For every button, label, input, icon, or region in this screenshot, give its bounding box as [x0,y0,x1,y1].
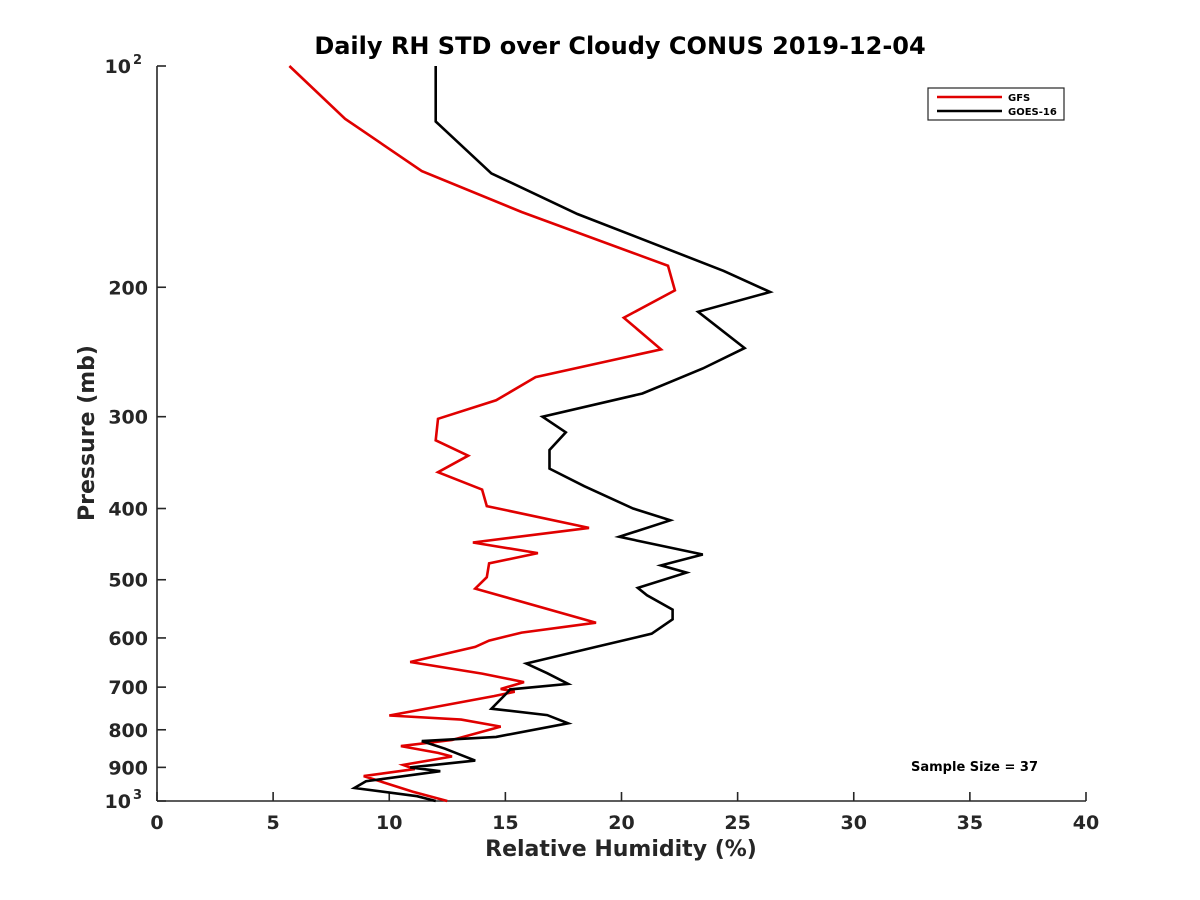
x-tick-label: 15 [492,812,518,834]
sample-size-annotation: Sample Size = 37 [911,760,1038,775]
x-axis-ticks: 0 5 10 15 20 25 30 35 40 [150,792,1099,834]
y-tick-label: 600 [108,628,148,650]
series-line-gfs [288,65,677,803]
y-tick-label: 200 [108,277,148,299]
series-line-goes16 [350,66,774,803]
x-tick-label: 35 [957,812,983,834]
y-tick-label-exponent: 3 [133,788,142,803]
x-tick-label: 20 [608,812,634,834]
x-tick-label: 5 [267,812,280,834]
y-tick-label: 500 [108,570,148,592]
chart-title: Daily RH STD over Cloudy CONUS 2019-12-0… [314,32,925,60]
y-tick-label: 900 [108,757,148,779]
x-tick-label: 40 [1073,812,1099,834]
legend-box [927,87,1065,121]
y-tick-label-exponent: 2 [133,53,142,68]
y-tick-label-base: 10 [105,791,131,813]
series-layer [288,65,774,803]
x-tick-label: 10 [376,812,402,834]
y-axis-label: Pressure (mb) [75,345,100,521]
x-axis-label: Relative Humidity (%) [485,837,757,862]
y-tick-label-base: 10 [105,56,131,78]
legend-label-goes16: GOES-16 [1008,107,1057,118]
x-tick-label: 30 [841,812,867,834]
x-tick-label: 0 [150,812,163,834]
y-tick-label: 700 [108,677,148,699]
plot-area: 0 5 10 15 20 25 30 35 40 10 220030040050060070080… [105,53,1100,834]
legend-label-gfs: GFS [1008,93,1030,104]
x-tick-label: 25 [724,812,750,834]
y-tick-label: 400 [108,499,148,521]
y-tick-label: 300 [108,407,148,429]
y-tick-label: 800 [108,720,148,742]
legend: GFS GOES-16 [927,87,1065,121]
